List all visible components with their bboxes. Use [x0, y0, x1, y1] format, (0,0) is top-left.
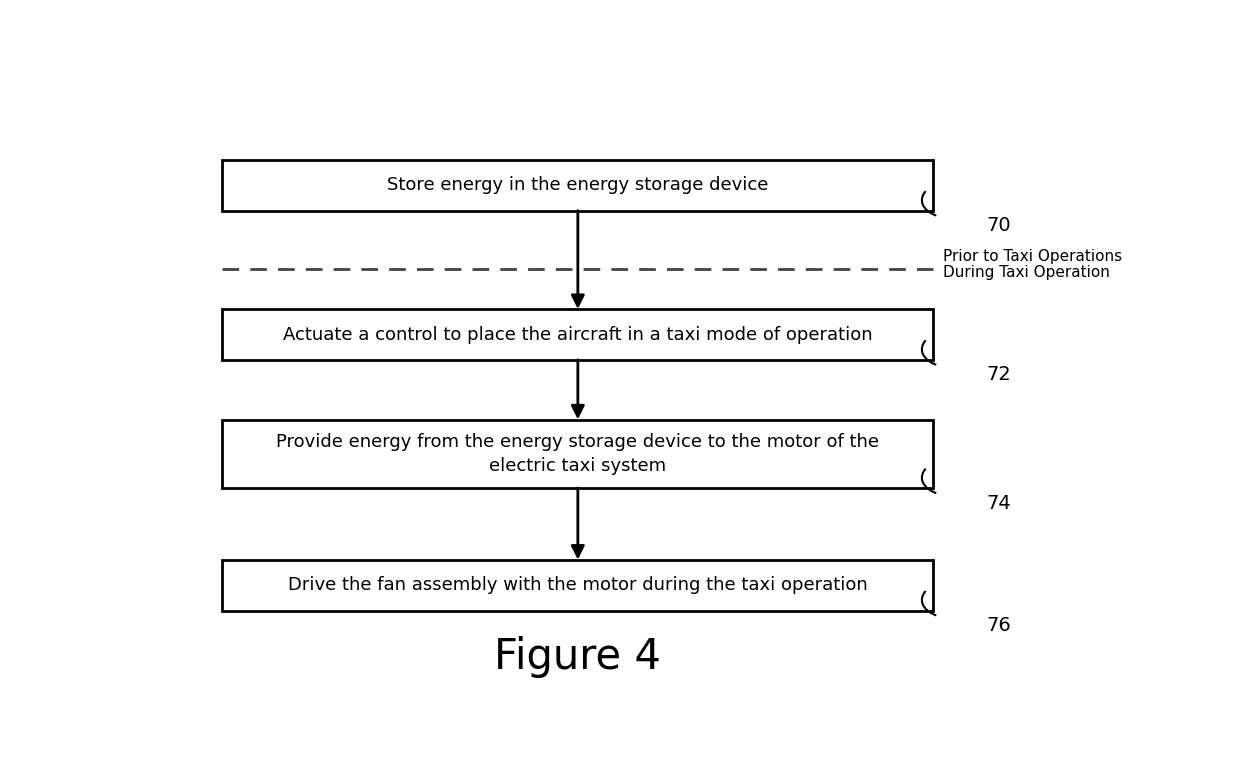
Text: 74: 74 — [986, 494, 1011, 513]
Text: 76: 76 — [986, 616, 1011, 635]
FancyBboxPatch shape — [222, 420, 934, 488]
Text: During Taxi Operation: During Taxi Operation — [942, 264, 1110, 280]
Text: Figure 4: Figure 4 — [495, 636, 661, 678]
Text: Provide energy from the energy storage device to the motor of the
electric taxi : Provide energy from the energy storage d… — [277, 433, 879, 475]
Text: 72: 72 — [986, 366, 1011, 384]
FancyBboxPatch shape — [222, 160, 934, 211]
Text: 70: 70 — [986, 216, 1011, 236]
Text: Actuate a control to place the aircraft in a taxi mode of operation: Actuate a control to place the aircraft … — [283, 326, 873, 343]
FancyBboxPatch shape — [222, 560, 934, 611]
Text: Prior to Taxi Operations: Prior to Taxi Operations — [942, 249, 1122, 264]
Text: Drive the fan assembly with the motor during the taxi operation: Drive the fan assembly with the motor du… — [288, 577, 868, 594]
FancyBboxPatch shape — [222, 309, 934, 360]
Text: Store energy in the energy storage device: Store energy in the energy storage devic… — [387, 177, 769, 195]
